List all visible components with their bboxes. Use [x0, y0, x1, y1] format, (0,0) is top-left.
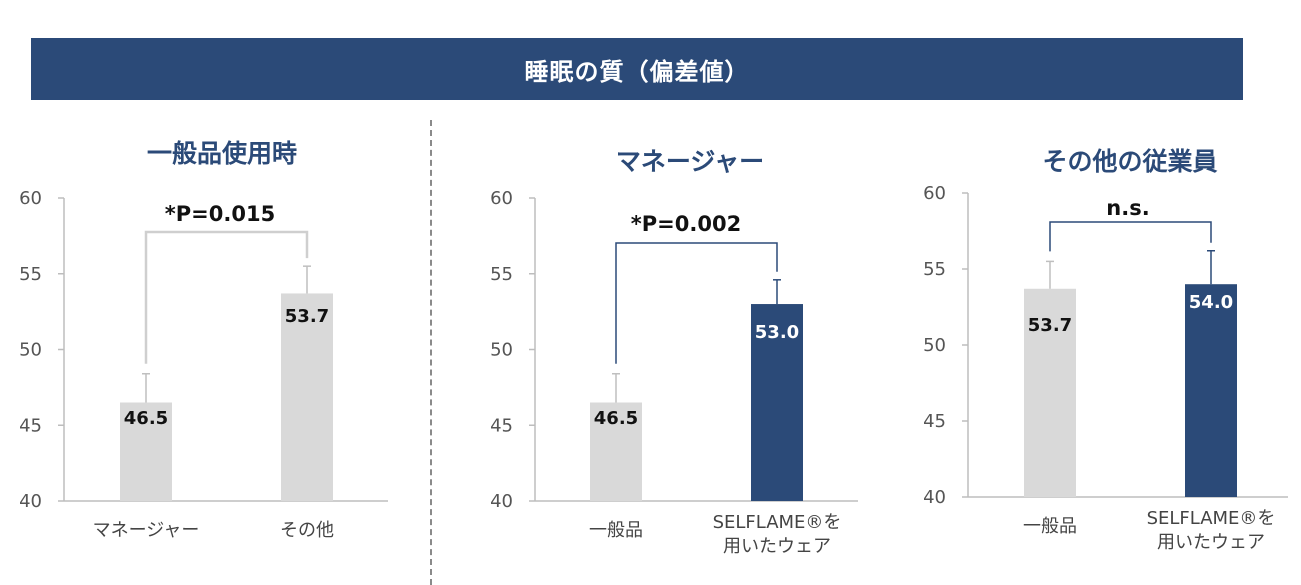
y-tick-label: 55	[490, 264, 513, 285]
bar	[751, 304, 803, 501]
data-label: 46.5	[124, 408, 168, 429]
y-tick-label: 50	[490, 340, 513, 361]
data-label: 53.7	[285, 306, 329, 327]
category-label: マネージャー	[93, 520, 200, 541]
y-tick-label: 55	[19, 264, 42, 285]
y-tick-label: 55	[923, 259, 946, 280]
significance-label: *P=0.002	[631, 212, 741, 236]
significance-bracket	[1049, 221, 1212, 252]
y-tick-label: 60	[490, 188, 513, 209]
panel-title: その他の従業員	[1042, 147, 1217, 176]
bar	[590, 402, 642, 501]
data-label: 53.7	[1028, 315, 1072, 336]
bar	[281, 293, 333, 501]
main-title: 睡眠の質（偏差値）	[524, 57, 750, 86]
y-tick-label: 45	[923, 411, 946, 432]
panel-title: 一般品使用時	[147, 139, 297, 168]
significance-label: *P=0.015	[165, 202, 275, 226]
category-label: 一般品	[589, 520, 643, 541]
y-tick-label: 50	[19, 340, 42, 361]
bar	[1024, 288, 1076, 497]
category-label: その他	[280, 520, 334, 541]
y-tick-label: 60	[923, 183, 946, 204]
data-label: 54.0	[1189, 292, 1233, 313]
y-tick-label: 40	[19, 491, 42, 512]
section-divider	[430, 120, 432, 585]
bar	[1185, 284, 1237, 497]
significance-label: n.s.	[1106, 196, 1149, 220]
category-label: SELFLAME®を用いたウェア	[1147, 508, 1276, 553]
category-label: 一般品	[1023, 516, 1077, 537]
significance-bracket	[144, 230, 309, 364]
data-label: 46.5	[594, 408, 638, 429]
chart-banner: 睡眠の質（偏差値）	[31, 38, 1243, 100]
panel-title: マネージャー	[616, 147, 764, 176]
y-tick-label: 40	[923, 487, 946, 508]
y-tick-label: 45	[490, 415, 513, 436]
y-tick-label: 40	[490, 491, 513, 512]
significance-bracket	[615, 242, 778, 364]
y-tick-label: 45	[19, 415, 42, 436]
y-tick-label: 60	[19, 188, 42, 209]
bar	[120, 402, 172, 501]
y-tick-label: 50	[923, 335, 946, 356]
category-label: SELFLAME®を用いたウェア	[713, 512, 842, 557]
data-label: 53.0	[755, 322, 799, 343]
